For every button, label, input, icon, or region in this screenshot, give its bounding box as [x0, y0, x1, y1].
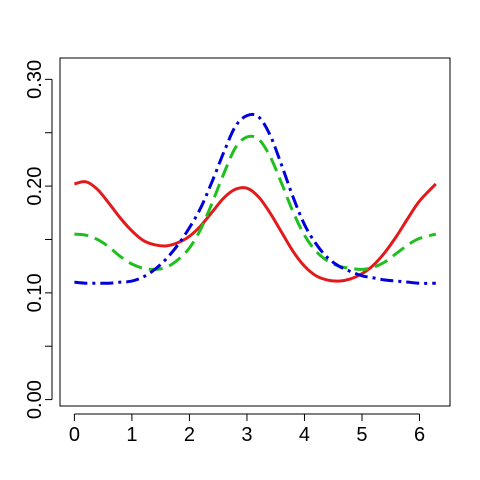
- y-tick-label: 0.30: [24, 60, 46, 99]
- y-tick-label: 0.10: [24, 273, 46, 312]
- x-tick-label: 1: [126, 424, 137, 446]
- x-tick-label: 3: [241, 424, 252, 446]
- axes: 0 1 2 3 4 5 6 0.00 0.10 0.20 0.30: [24, 60, 425, 446]
- series-line-1: [74, 180, 437, 283]
- series-line-2: [74, 134, 437, 271]
- x-tick-label: 0: [69, 424, 80, 446]
- y-tick-label: 0.20: [24, 167, 46, 206]
- plot-frame: [59, 57, 451, 407]
- x-tick-label: 4: [299, 424, 310, 446]
- x-tick-label: 5: [356, 424, 367, 446]
- series-line-3: [74, 112, 436, 285]
- x-tick-label: 2: [184, 424, 195, 446]
- y-tick-label: 0.00: [24, 380, 46, 419]
- series-layer: [74, 112, 437, 285]
- x-tick-label: 6: [414, 424, 425, 446]
